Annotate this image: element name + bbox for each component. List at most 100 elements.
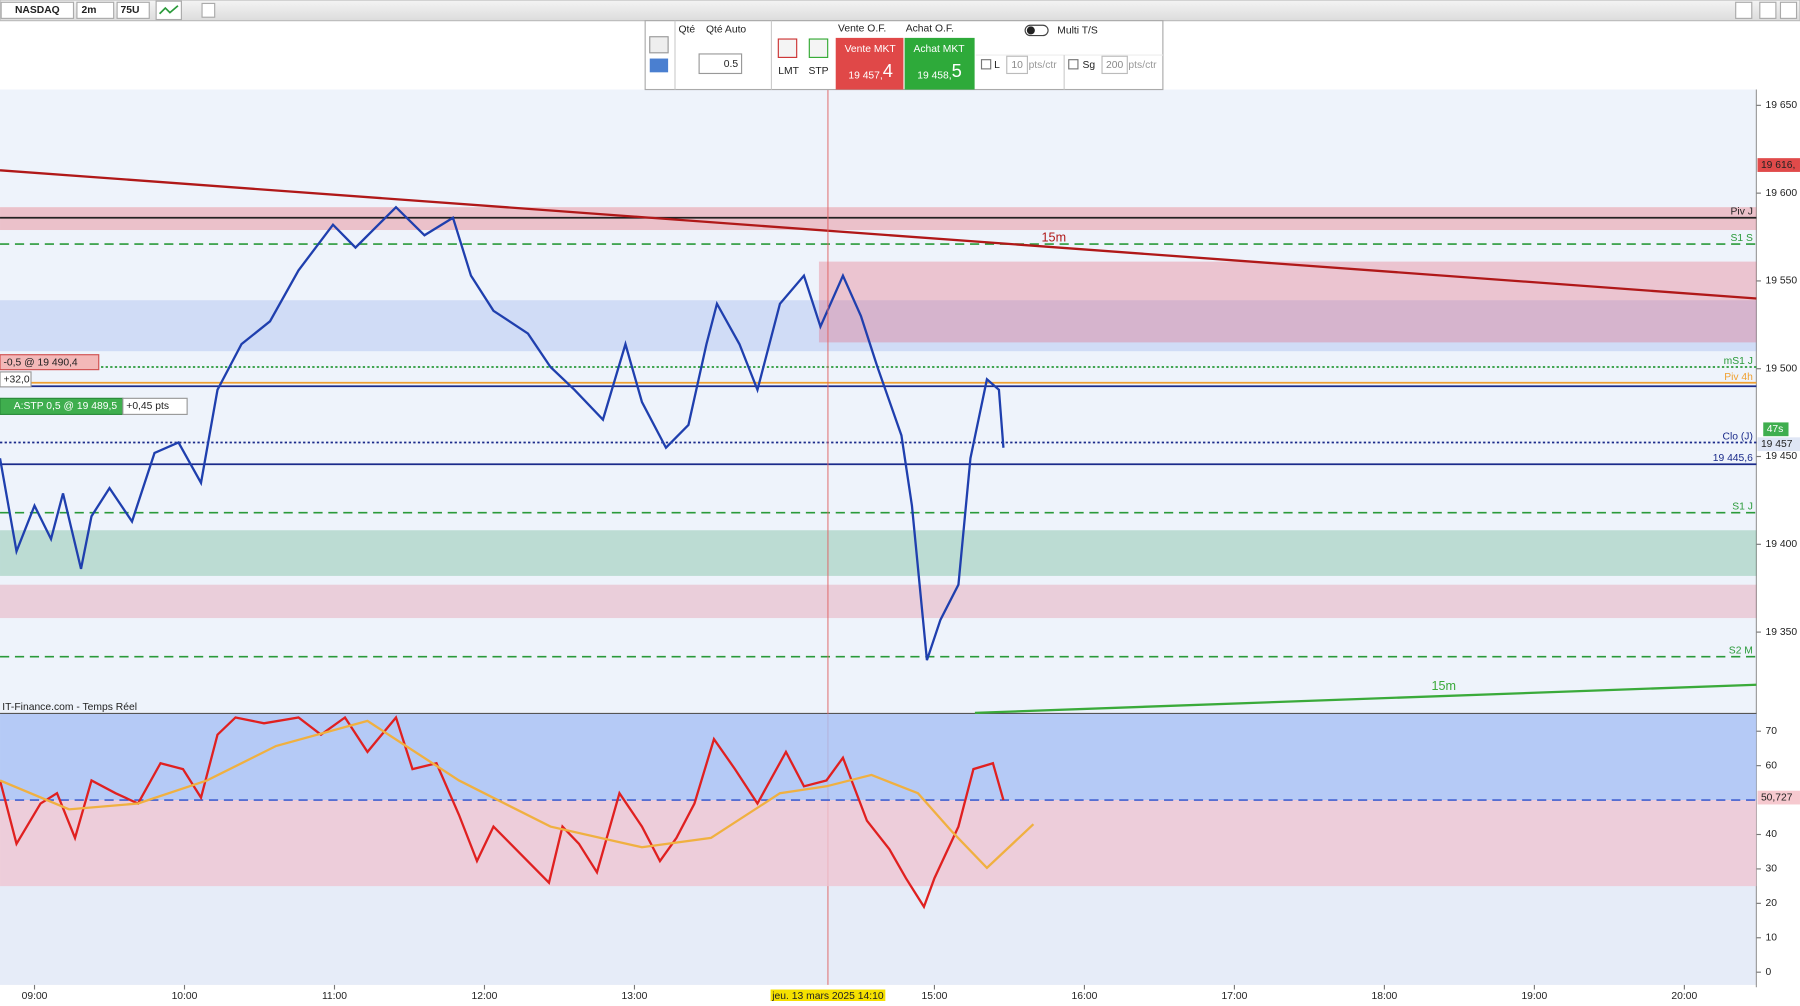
y-tick-label: 19 550 xyxy=(1766,276,1798,287)
price-tag xyxy=(1757,158,1800,172)
y-tick-label: 19 450 xyxy=(1766,451,1798,462)
x-tick-label: 12:00 xyxy=(472,991,498,1001)
multi-ts: Multi T/S xyxy=(1057,26,1098,37)
sg-label: Sg xyxy=(1083,60,1096,71)
level-label: Piv J xyxy=(1731,207,1753,218)
price-tag xyxy=(1757,437,1800,452)
price-tag-label: 19 457 xyxy=(1761,439,1793,450)
timer: 47s xyxy=(1767,424,1784,435)
y-tick-label: 40 xyxy=(1766,829,1778,840)
keyboard-button[interactable] xyxy=(649,58,669,73)
units: 75U xyxy=(121,5,140,16)
order-tag: -0,5 @ 19 490,4 xyxy=(3,357,77,368)
zone xyxy=(0,300,1757,352)
chart-type-icon xyxy=(158,5,179,15)
qty-mode[interactable]: Qté Auto xyxy=(706,25,746,36)
level-label: 19 445,6 xyxy=(1713,453,1753,464)
y-tick-label: 19 650 xyxy=(1766,100,1798,111)
timeframe: 2m xyxy=(82,5,97,16)
x-tick-label: 11:00 xyxy=(322,991,347,1001)
refresh-button[interactable] xyxy=(1735,1,1753,19)
x-tick-label: 19:00 xyxy=(1521,991,1547,1001)
sell-mkt: Vente MKT xyxy=(845,44,897,55)
stop-tag: A:STP 0,5 @ 19 489,5 xyxy=(14,401,118,412)
sell-price-last: 4 xyxy=(883,60,893,81)
stop-dist-box xyxy=(122,397,188,415)
trendline xyxy=(0,169,1757,300)
series-line xyxy=(0,205,1005,661)
buy-button[interactable] xyxy=(904,37,975,90)
sg-input[interactable] xyxy=(1101,55,1128,75)
level-label: mS1 J xyxy=(1724,356,1753,367)
l-checkbox[interactable] xyxy=(980,59,992,70)
l-label: L xyxy=(994,60,1000,71)
y-tick-label: 0 xyxy=(1766,967,1772,978)
series-line xyxy=(0,719,1035,870)
sell-button[interactable] xyxy=(835,37,904,90)
band xyxy=(0,714,1757,801)
cursor-label: jeu. 13 mars 2025 14:10 xyxy=(771,991,884,1001)
y-tick-label: 60 xyxy=(1766,760,1778,771)
x-tick-label: 15:00 xyxy=(922,991,948,1001)
level-label: Piv 4h xyxy=(1724,372,1753,383)
x-tick-label: 10:00 xyxy=(172,991,198,1001)
y-tick-label: 10 xyxy=(1766,933,1778,944)
zone xyxy=(0,530,1757,576)
close-button[interactable] xyxy=(1779,1,1798,19)
sell-price: 19 457, xyxy=(848,70,882,81)
info-button[interactable] xyxy=(201,2,216,18)
zone xyxy=(818,261,1757,343)
plots: 19 350 19 400 19 450 19 500 19 550 19 600 19 6… xyxy=(0,89,1800,1004)
y-tick-label: 20 xyxy=(1766,898,1778,909)
zone xyxy=(0,584,1757,619)
sell-of[interactable]: Vente O.F. xyxy=(838,23,886,34)
symbol-select[interactable] xyxy=(0,1,75,19)
source: IT-Finance.com - Temps Réel xyxy=(2,702,137,713)
x-tick-label: 13:00 xyxy=(622,991,648,1001)
trendline-label: 15m xyxy=(1432,679,1457,693)
zone xyxy=(0,207,1757,231)
switch-knob xyxy=(1026,26,1035,35)
x-tick-label: 18:00 xyxy=(1371,991,1397,1001)
limit-label: LMT xyxy=(778,66,799,77)
x-tick-label: 16:00 xyxy=(1071,991,1097,1001)
stop-button[interactable] xyxy=(808,38,829,58)
trendline xyxy=(974,683,1757,715)
stop-label: STP xyxy=(808,66,828,77)
x-tick-label: 20:00 xyxy=(1671,991,1697,1001)
toolbar xyxy=(0,0,1800,22)
l-input[interactable] xyxy=(1006,55,1028,75)
trendline-label: 15m xyxy=(1042,230,1067,244)
price-tag xyxy=(1757,790,1800,805)
timeframe-select[interactable] xyxy=(76,1,115,19)
sg-unit: pts/ctr xyxy=(1128,60,1157,71)
symbol: NASDAQ xyxy=(15,5,60,16)
units-select[interactable] xyxy=(116,1,150,19)
stop-dist: +0,45 pts xyxy=(126,401,169,412)
price-tag-label: 50,727 xyxy=(1761,792,1793,803)
price-plot-bg xyxy=(0,89,1757,713)
y-tick-label: 70 xyxy=(1766,726,1778,737)
order-pnl-box xyxy=(0,371,32,388)
settings-button[interactable] xyxy=(649,36,669,54)
limit-button[interactable] xyxy=(777,38,798,58)
order-tag-box[interactable] xyxy=(0,354,100,371)
minimize-button[interactable] xyxy=(1759,1,1777,19)
y-tick-label: 19 500 xyxy=(1766,363,1798,374)
timer-box xyxy=(1763,422,1789,437)
buy-price: 19 458, xyxy=(917,70,951,81)
sg-checkbox[interactable] xyxy=(1068,59,1079,70)
buy-mkt: Achat MKT xyxy=(913,44,965,55)
series-line xyxy=(0,715,1005,910)
cursor-tag xyxy=(770,989,886,1004)
qty-value: 0.5 xyxy=(724,59,739,70)
sg-value: 200 xyxy=(1106,60,1123,71)
level-label: Clo (J) xyxy=(1722,431,1752,442)
buy-of[interactable]: Achat O.F. xyxy=(906,23,954,34)
level-label: S1 S xyxy=(1731,233,1754,244)
qty-input[interactable] xyxy=(698,53,743,75)
level-label: S2 M xyxy=(1729,646,1753,657)
order-pnl: +32,0 xyxy=(3,375,29,386)
